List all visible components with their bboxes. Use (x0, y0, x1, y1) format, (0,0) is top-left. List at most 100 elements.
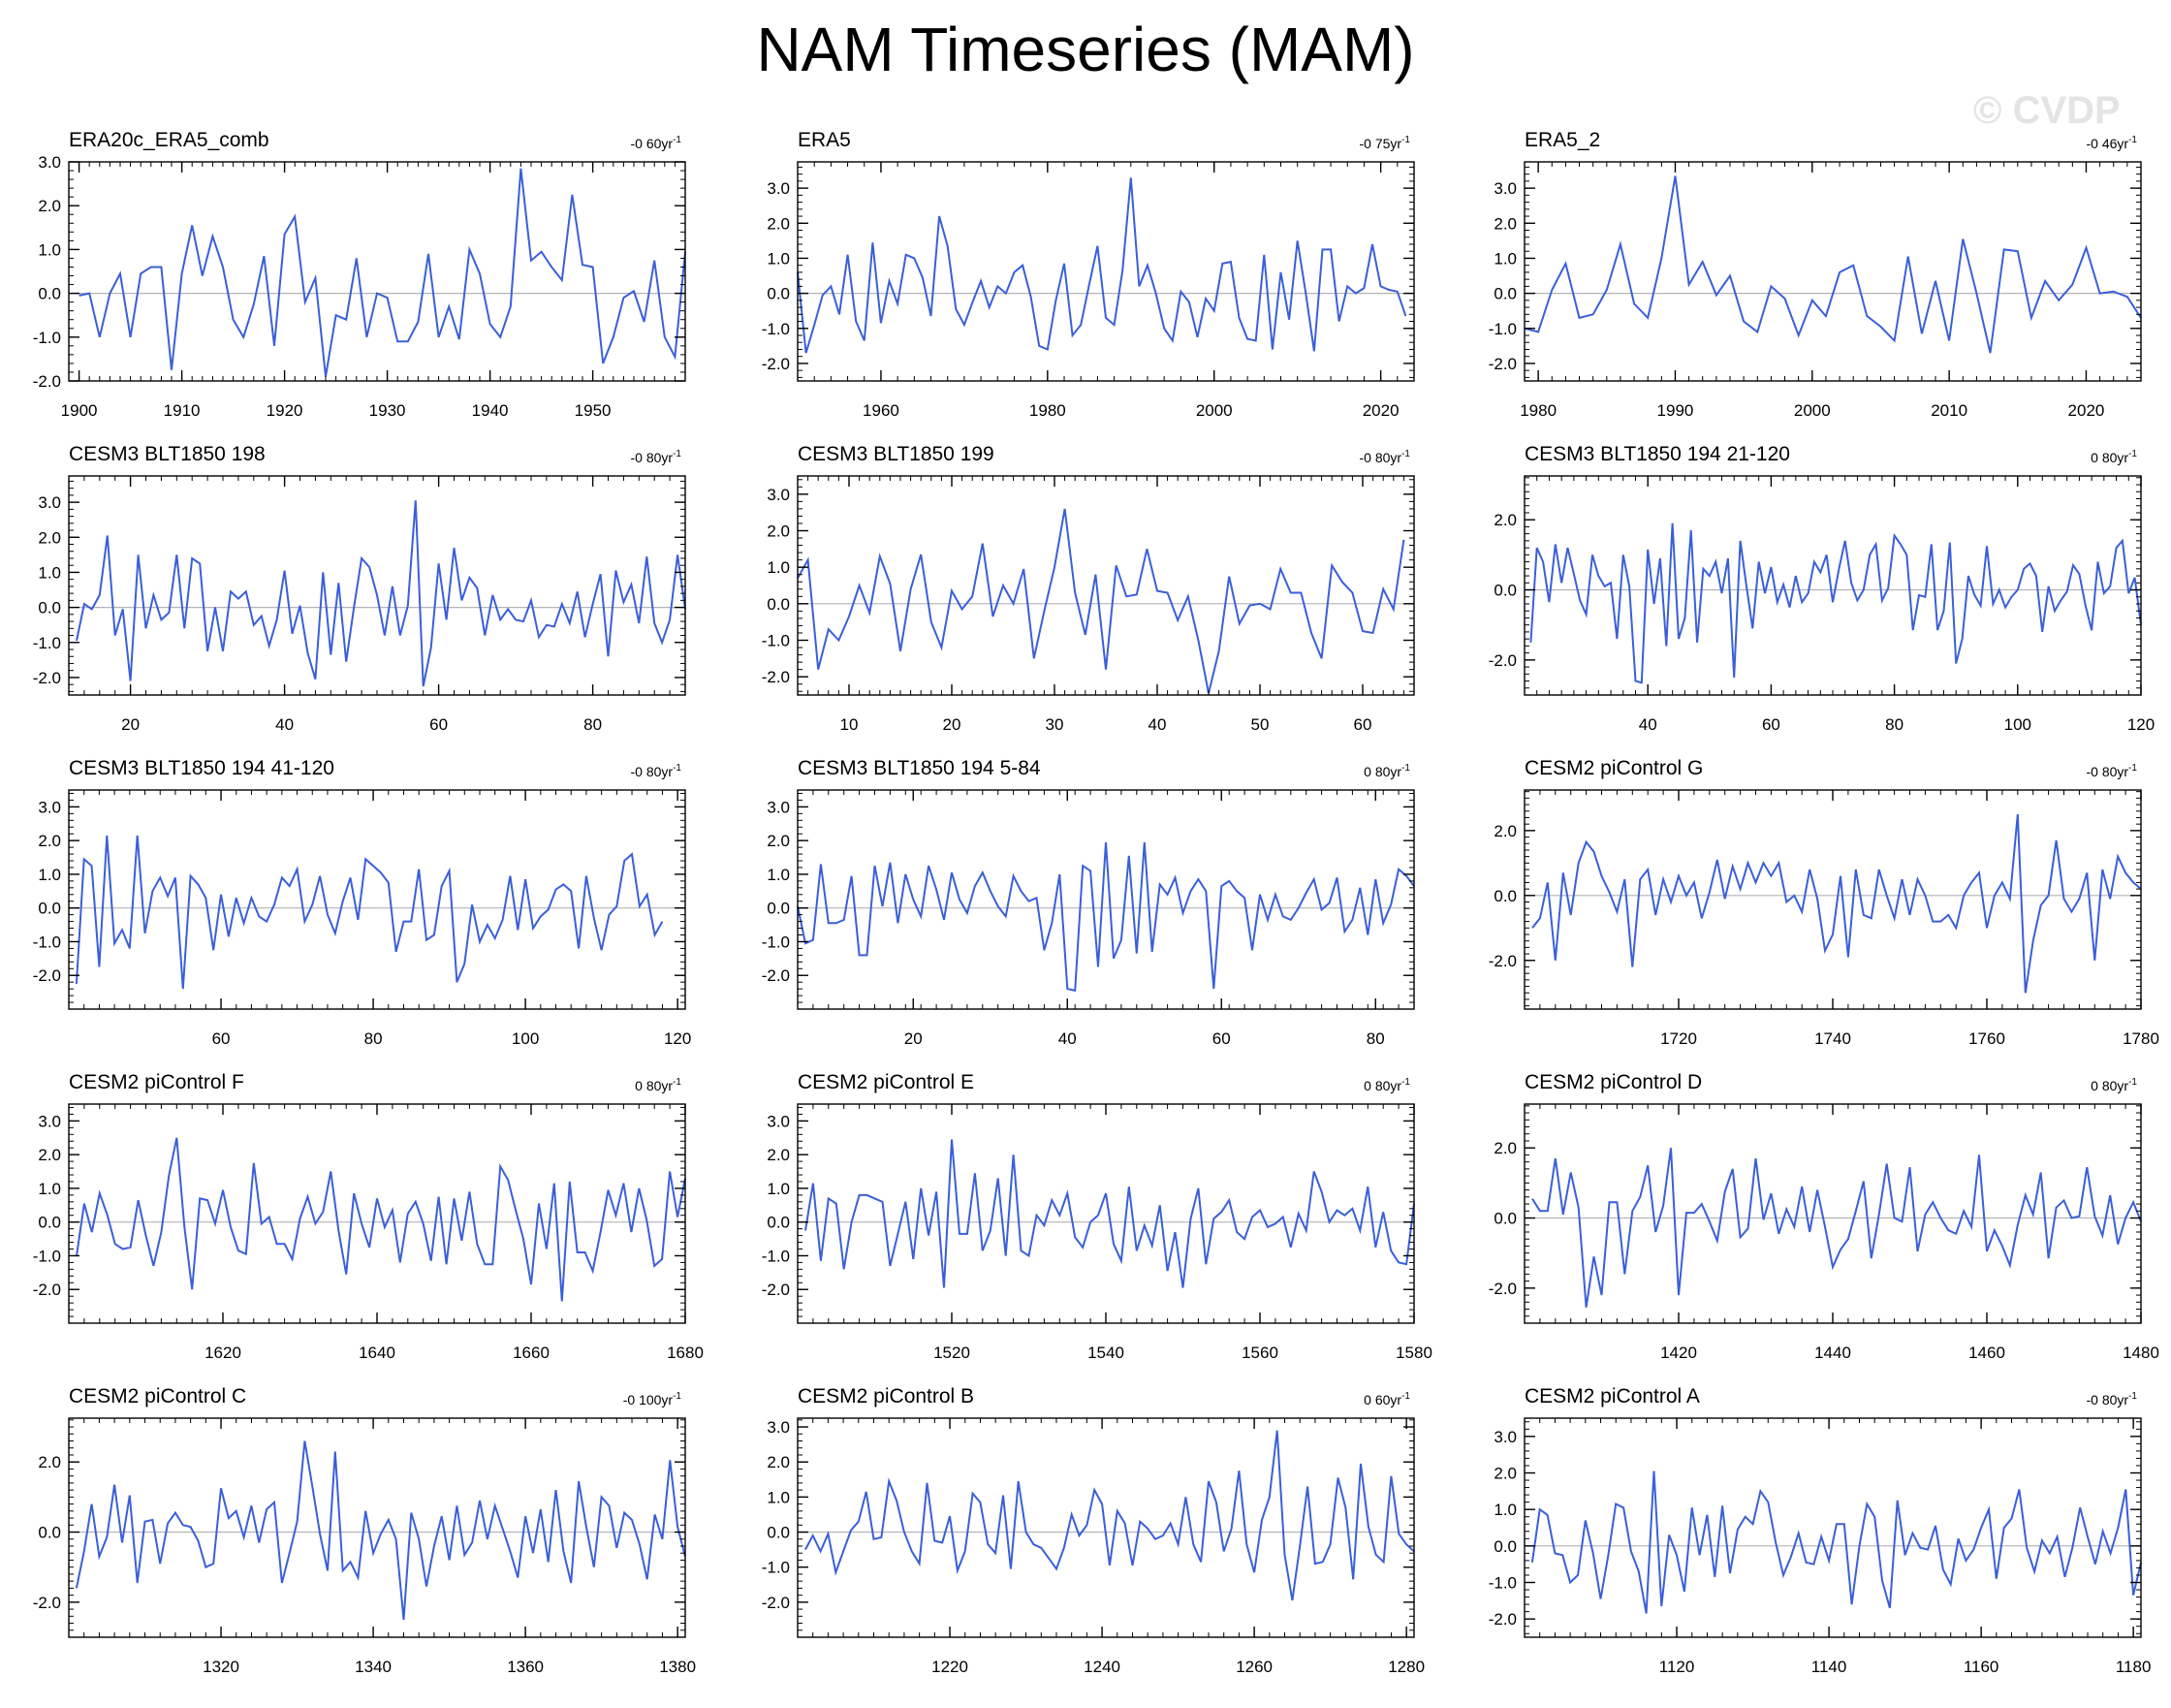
series-line (1531, 814, 2142, 994)
x-tick-label: 1940 (472, 401, 509, 420)
trend-exponent: -1 (2128, 763, 2137, 774)
plot-frame (797, 1417, 1415, 1638)
x-tick-label: 80 (364, 1029, 383, 1048)
y-tick-label: -1.0 (762, 320, 790, 338)
y-tick-label: 1.0 (1494, 249, 1517, 268)
panel-title: CESM2 piControl C (69, 1385, 246, 1408)
trend-label: -0 80yr-1 (1360, 449, 1411, 465)
x-tick-label: 1660 (513, 1344, 550, 1362)
trend-label: -0 80yr-1 (2087, 763, 2138, 779)
y-tick-label: 0.0 (767, 1524, 790, 1542)
plot-frame (1524, 1417, 2142, 1638)
y-tick-label: 2.0 (767, 1453, 790, 1471)
x-tick-label: 2020 (2068, 401, 2105, 420)
panel-14: CESM2 piControl A -0 80yr-1 -2.0 -1.0 0.0 1.0… (1489, 1385, 2152, 1676)
x-tick-label: 1980 (1029, 401, 1066, 420)
y-tick-label: -2.0 (1489, 952, 1517, 970)
plot-frame (68, 1103, 686, 1324)
x-tick-label: 10 (840, 715, 859, 734)
x-tick-label: 1520 (933, 1344, 970, 1362)
y-tick-label: 0.0 (767, 900, 790, 918)
page-title: NAM Timeseries (MAM) (756, 15, 1415, 84)
x-tick-label: 50 (1251, 715, 1270, 734)
trend-exponent: -1 (673, 1077, 681, 1088)
plot-frame (797, 1103, 1415, 1324)
x-tick-label: 100 (2004, 715, 2031, 734)
x-tick-label: 1560 (1242, 1344, 1278, 1362)
x-tick-label: 1780 (2123, 1029, 2159, 1048)
y-tick-label: -1.0 (1489, 1574, 1517, 1593)
x-tick-label: 1260 (1236, 1658, 1273, 1676)
series-line (76, 1137, 686, 1302)
x-tick-label: 120 (664, 1029, 691, 1048)
x-tick-label: 1910 (164, 401, 201, 420)
x-tick-label: 2010 (1931, 401, 1967, 420)
x-tick-label: 1980 (1520, 401, 1557, 420)
series-line (797, 177, 1407, 354)
y-tick-label: -2.0 (33, 966, 61, 985)
panel-8: CESM2 piControl G -0 80yr-1 -2.0 0.0 2.0 1720… (1489, 757, 2159, 1048)
trend-exponent: -1 (673, 135, 681, 145)
panel-title: CESM3 BLT1850 194 41-120 (69, 757, 334, 779)
y-tick-label: 0.0 (38, 1524, 61, 1542)
x-tick-label: 1540 (1087, 1344, 1124, 1362)
series-line (75, 1440, 686, 1620)
x-tick-label: 2020 (1363, 401, 1400, 420)
series-line (1529, 522, 2142, 684)
y-tick-label: 3.0 (767, 798, 790, 816)
panel-title: CESM2 piControl F (69, 1071, 244, 1093)
y-tick-label: 3.0 (767, 1112, 790, 1130)
trend-value: 0 80yr (635, 1078, 673, 1093)
x-tick-label: 1160 (1964, 1658, 1999, 1676)
y-tick-label: -2.0 (33, 1281, 61, 1299)
x-tick-label: 1930 (369, 401, 406, 420)
panel-title: CESM3 BLT1850 198 (69, 443, 266, 465)
plot-frame (1524, 161, 2142, 382)
y-tick-label: -1.0 (762, 933, 790, 951)
y-tick-label: 1.0 (1494, 1501, 1517, 1519)
plot-frame (797, 789, 1415, 1010)
y-tick-label: 1.0 (767, 866, 790, 884)
panel-title: ERA5 (798, 129, 851, 151)
y-tick-label: -2.0 (1489, 1610, 1517, 1629)
y-tick-label: 2.0 (1494, 1139, 1517, 1157)
trend-exponent: -1 (2128, 1077, 2137, 1088)
panel-1: ERA5 -0 75yr-1 -2.0 -1.0 0.0 1.0 2.0 3.0 1960 198… (762, 129, 1415, 420)
y-tick-label: 0.0 (38, 900, 61, 918)
x-tick-label: 1280 (1388, 1658, 1425, 1676)
y-tick-label: 0.0 (38, 1214, 61, 1232)
x-tick-label: 1380 (659, 1658, 696, 1676)
y-tick-label: -2.0 (762, 1281, 790, 1299)
y-tick-label: -1.0 (762, 1559, 790, 1577)
y-tick-label: -1.0 (33, 329, 61, 347)
plot-frame (1524, 1103, 2142, 1324)
y-tick-label: 0.0 (1494, 887, 1517, 905)
x-tick-label: 1480 (2123, 1344, 2159, 1362)
x-tick-label: 1220 (931, 1658, 968, 1676)
trend-label: -0 75yr-1 (1360, 135, 1411, 151)
trend-exponent: -1 (1401, 763, 1410, 774)
trend-label: -0 46yr-1 (2087, 135, 2138, 151)
panel-title: CESM2 piControl G (1525, 757, 1703, 779)
y-tick-label: -1.0 (762, 632, 790, 650)
x-tick-label: 20 (121, 715, 140, 734)
x-tick-label: 1680 (667, 1344, 704, 1362)
series-line (79, 168, 686, 377)
y-tick-label: 0.0 (767, 1214, 790, 1232)
trend-value: -0 80yr (1360, 450, 1402, 465)
x-tick-label: 1420 (1660, 1344, 1697, 1362)
y-tick-label: 2.0 (38, 1453, 61, 1471)
y-tick-label: -1.0 (1489, 320, 1517, 338)
trend-value: -0 46yr (2087, 136, 2129, 151)
y-tick-label: 1.0 (767, 1180, 790, 1198)
y-tick-label: 1.0 (767, 1488, 790, 1506)
trend-value: -0 60yr (631, 136, 674, 151)
y-tick-label: 3.0 (767, 1418, 790, 1437)
y-tick-label: 2.0 (1494, 822, 1517, 840)
panel-2: ERA5_2 -0 46yr-1 -2.0 -1.0 0.0 1.0 2.0 3.0 1980 1… (1489, 129, 2142, 420)
panel-7: CESM3 BLT1850 194 5-84 0 80yr-1 -2.0 -1.0 0.… (762, 757, 1415, 1048)
x-tick-label: 1720 (1660, 1029, 1697, 1048)
trend-value: 0 80yr (1364, 1078, 1401, 1093)
x-tick-label: 1340 (355, 1658, 392, 1676)
